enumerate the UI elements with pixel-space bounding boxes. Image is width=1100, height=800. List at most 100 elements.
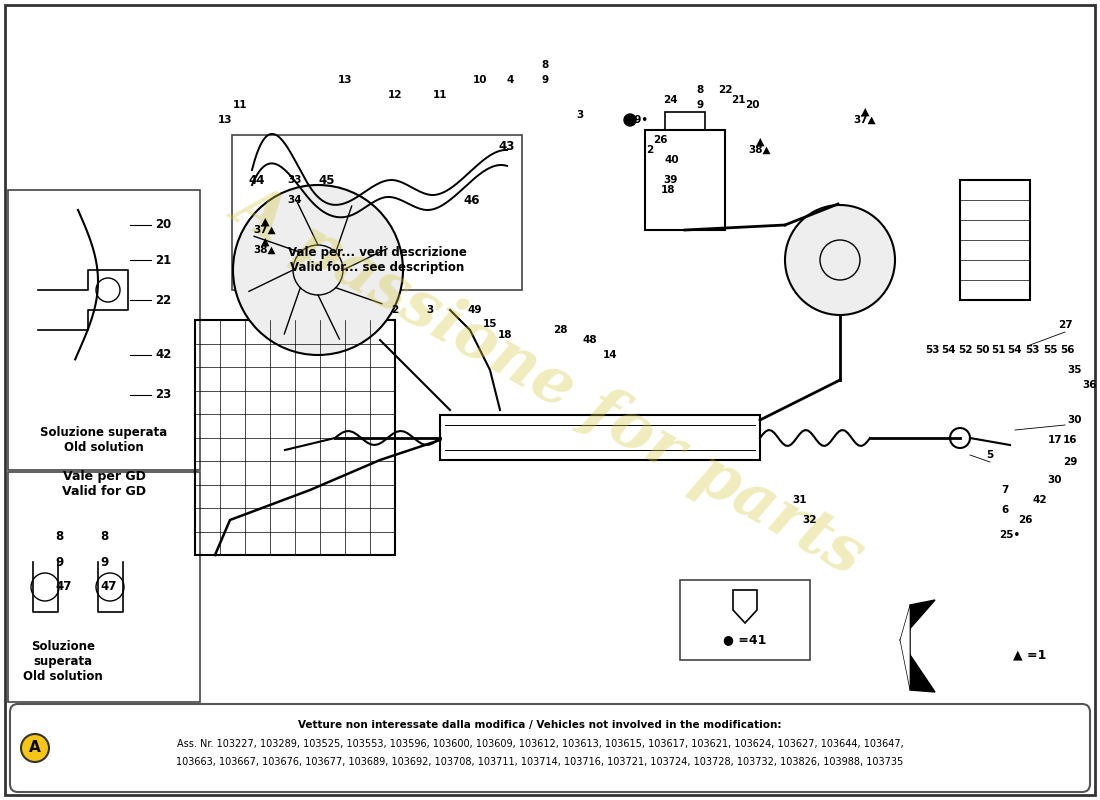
Text: 47: 47 xyxy=(100,581,117,594)
Text: 6: 6 xyxy=(1001,505,1009,515)
Text: 28: 28 xyxy=(552,325,568,335)
Text: 5: 5 xyxy=(987,450,993,460)
Text: A passione for parts: A passione for parts xyxy=(224,174,876,586)
Text: 55: 55 xyxy=(1043,345,1057,355)
Text: 3: 3 xyxy=(576,110,584,120)
Text: 43: 43 xyxy=(498,141,515,154)
Text: 23: 23 xyxy=(155,389,172,402)
Text: 50: 50 xyxy=(975,345,989,355)
Text: 26: 26 xyxy=(652,135,668,145)
Text: 31: 31 xyxy=(793,495,807,505)
Text: 10: 10 xyxy=(473,75,487,85)
Text: 21: 21 xyxy=(730,95,746,105)
Text: 22: 22 xyxy=(155,294,172,306)
Text: 46: 46 xyxy=(464,194,481,206)
Text: 14: 14 xyxy=(603,350,617,360)
Text: ▲: ▲ xyxy=(860,107,869,117)
Text: 11: 11 xyxy=(233,100,248,110)
Text: 13: 13 xyxy=(338,75,352,85)
Bar xyxy=(232,135,522,290)
Text: 38▲: 38▲ xyxy=(254,245,276,255)
Text: 24: 24 xyxy=(662,95,678,105)
Text: 44: 44 xyxy=(249,174,265,186)
Text: 47: 47 xyxy=(55,581,72,594)
Text: 56: 56 xyxy=(1059,345,1075,355)
Text: 8: 8 xyxy=(541,60,549,70)
Text: 29: 29 xyxy=(1063,457,1077,467)
Circle shape xyxy=(624,114,636,126)
Text: 53: 53 xyxy=(925,345,939,355)
Text: Vale per... vedi descrizione
Valid for... see description: Vale per... vedi descrizione Valid for..… xyxy=(287,246,466,274)
Text: 11: 11 xyxy=(432,90,448,100)
Text: 51: 51 xyxy=(991,345,1005,355)
Bar xyxy=(960,180,1030,300)
Bar xyxy=(195,320,395,555)
Text: 33: 33 xyxy=(288,175,302,185)
Text: 48: 48 xyxy=(583,335,597,345)
Text: 49: 49 xyxy=(468,305,482,315)
Text: 3: 3 xyxy=(427,305,433,315)
Text: 19•: 19• xyxy=(627,115,649,125)
Text: Ass. Nr. 103227, 103289, 103525, 103553, 103596, 103600, 103609, 103612, 103613,: Ass. Nr. 103227, 103289, 103525, 103553,… xyxy=(177,739,903,749)
Text: 9: 9 xyxy=(55,555,64,569)
Text: 20: 20 xyxy=(745,100,759,110)
Circle shape xyxy=(21,734,50,762)
Polygon shape xyxy=(900,605,910,690)
Text: ● =41: ● =41 xyxy=(724,634,767,646)
Text: 27: 27 xyxy=(1058,320,1072,330)
Text: 26: 26 xyxy=(1018,515,1032,525)
Text: 103663, 103667, 103676, 103677, 103689, 103692, 103708, 103711, 103714, 103716, : 103663, 103667, 103676, 103677, 103689, … xyxy=(176,757,903,767)
Text: 25•: 25• xyxy=(1000,530,1021,540)
Text: 42: 42 xyxy=(155,349,172,362)
Text: 32: 32 xyxy=(803,515,817,525)
Text: 35: 35 xyxy=(1068,365,1082,375)
Text: Vetture non interessate dalla modifica / Vehicles not involved in the modificati: Vetture non interessate dalla modifica /… xyxy=(298,720,782,730)
Text: 7: 7 xyxy=(1001,485,1009,495)
Text: 40: 40 xyxy=(664,155,680,165)
Bar xyxy=(440,415,760,460)
Text: 36: 36 xyxy=(1082,380,1098,390)
Circle shape xyxy=(785,205,895,315)
Text: 21: 21 xyxy=(155,254,172,266)
Text: 38▲: 38▲ xyxy=(749,145,771,155)
Text: 4: 4 xyxy=(506,75,514,85)
Text: 42: 42 xyxy=(1033,495,1047,505)
Text: 45: 45 xyxy=(319,174,336,186)
Text: ▲: ▲ xyxy=(756,137,764,147)
Text: 13: 13 xyxy=(218,115,232,125)
Bar xyxy=(666,112,705,130)
Text: 17: 17 xyxy=(1047,435,1063,445)
Text: 18: 18 xyxy=(661,185,675,195)
Text: 8: 8 xyxy=(696,85,704,95)
Bar xyxy=(645,130,725,230)
Text: ▲: ▲ xyxy=(261,237,270,247)
Text: 34: 34 xyxy=(288,195,302,205)
Bar xyxy=(8,190,200,470)
Text: 37▲: 37▲ xyxy=(254,225,276,235)
Text: ▲ =1: ▲ =1 xyxy=(1013,649,1047,662)
Text: 16: 16 xyxy=(1063,435,1077,445)
Bar xyxy=(8,472,200,702)
Circle shape xyxy=(233,185,403,355)
Text: ▲: ▲ xyxy=(261,217,270,227)
Text: 8: 8 xyxy=(55,530,64,543)
Text: 8: 8 xyxy=(100,530,108,543)
Text: 9: 9 xyxy=(100,555,108,569)
Text: 52: 52 xyxy=(958,345,972,355)
Text: 54: 54 xyxy=(1008,345,1022,355)
Text: 22: 22 xyxy=(717,85,733,95)
Text: 12: 12 xyxy=(387,90,403,100)
Text: Soluzione superata
Old solution: Soluzione superata Old solution xyxy=(41,426,167,454)
Text: 9: 9 xyxy=(541,75,549,85)
Text: 18: 18 xyxy=(497,330,513,340)
Text: A: A xyxy=(29,741,41,755)
Text: 30: 30 xyxy=(1068,415,1082,425)
Text: Soluzione
superata
Old solution: Soluzione superata Old solution xyxy=(23,641,103,683)
Text: 9: 9 xyxy=(696,100,704,110)
Text: 39: 39 xyxy=(663,175,678,185)
Text: 2: 2 xyxy=(392,305,398,315)
Text: 54: 54 xyxy=(940,345,955,355)
Polygon shape xyxy=(900,600,935,692)
Text: 53: 53 xyxy=(1025,345,1040,355)
Text: 15: 15 xyxy=(483,319,497,329)
